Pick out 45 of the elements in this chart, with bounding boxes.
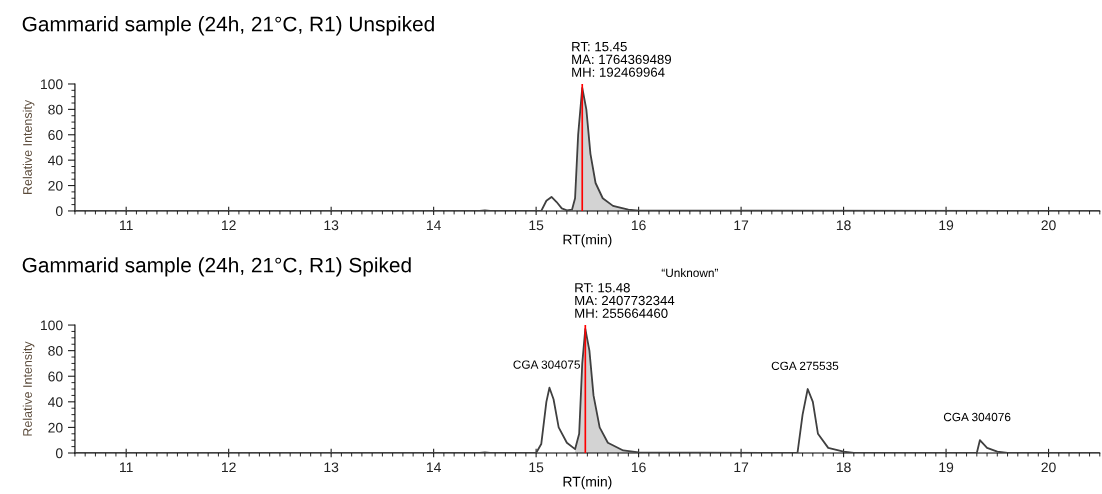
annotation: RT: 15.48 MA: 2407732344 MH: 255664460 — [575, 283, 675, 318]
y-tick-label: 80 — [48, 345, 63, 356]
y-axis-title: Relative Intensity — [22, 341, 35, 436]
x-tick-label: 16 — [631, 220, 646, 231]
annotation: CGA 304075 — [513, 360, 580, 369]
annotation: CGA 304076 — [943, 412, 1011, 422]
y-tick-label: 20 — [48, 180, 63, 191]
x-tick-label: 11 — [120, 462, 133, 473]
x-axis-title: RT(min) — [563, 476, 612, 490]
x-tick-label: 18 — [836, 220, 851, 231]
x-tick-label: 20 — [1041, 220, 1056, 231]
x-tick-label: 13 — [324, 220, 339, 231]
x-tick-label: 17 — [734, 462, 749, 473]
x-tick-label: 14 — [426, 462, 441, 473]
x-tick-label: 20 — [1041, 462, 1056, 473]
y-tick-label: 40 — [48, 155, 63, 166]
y-tick-label: 60 — [48, 130, 63, 140]
x-tick-label: 13 — [324, 462, 339, 473]
annotation: CGA 275535 — [771, 361, 839, 371]
y-axis-title: Relative Intensity — [22, 99, 35, 195]
y-tick-label: 60 — [48, 371, 63, 382]
y-tick-label: 80 — [48, 104, 63, 115]
chart-title: Gammarid sample (24h, 21°C, R1) Unspiked — [22, 16, 434, 36]
x-tick-label: 16 — [631, 462, 646, 473]
x-tick-label: 19 — [939, 462, 954, 473]
x-tick-label: 15 — [529, 220, 544, 231]
x-tick-label: 19 — [939, 220, 954, 231]
x-tick-label: 12 — [222, 462, 236, 473]
annotation: RT: 15.45 MA: 1764369489 MH: 192469964 — [572, 42, 672, 77]
chart-title: Gammarid sample (24h, 21°C, R1) Spiked — [22, 257, 411, 277]
y-tick-label: 100 — [41, 79, 63, 90]
text: “Unknown” — [661, 268, 718, 278]
x-tick-label: 18 — [836, 462, 851, 473]
x-tick-label: 17 — [734, 220, 749, 231]
y-tick-label: 0 — [55, 206, 63, 217]
y-tick-label: 100 — [41, 320, 63, 331]
y-tick-label: 20 — [48, 422, 63, 433]
y-tick-label: 40 — [48, 397, 63, 407]
line-series — [74, 327, 1100, 453]
x-tick-label: 11 — [120, 220, 133, 231]
x-tick-label: 15 — [529, 462, 544, 473]
x-tick-label: 12 — [222, 220, 236, 231]
y-tick-label: 0 — [55, 448, 63, 459]
x-axis-title: RT(min) — [563, 234, 612, 248]
x-tick-label: 14 — [426, 220, 441, 231]
